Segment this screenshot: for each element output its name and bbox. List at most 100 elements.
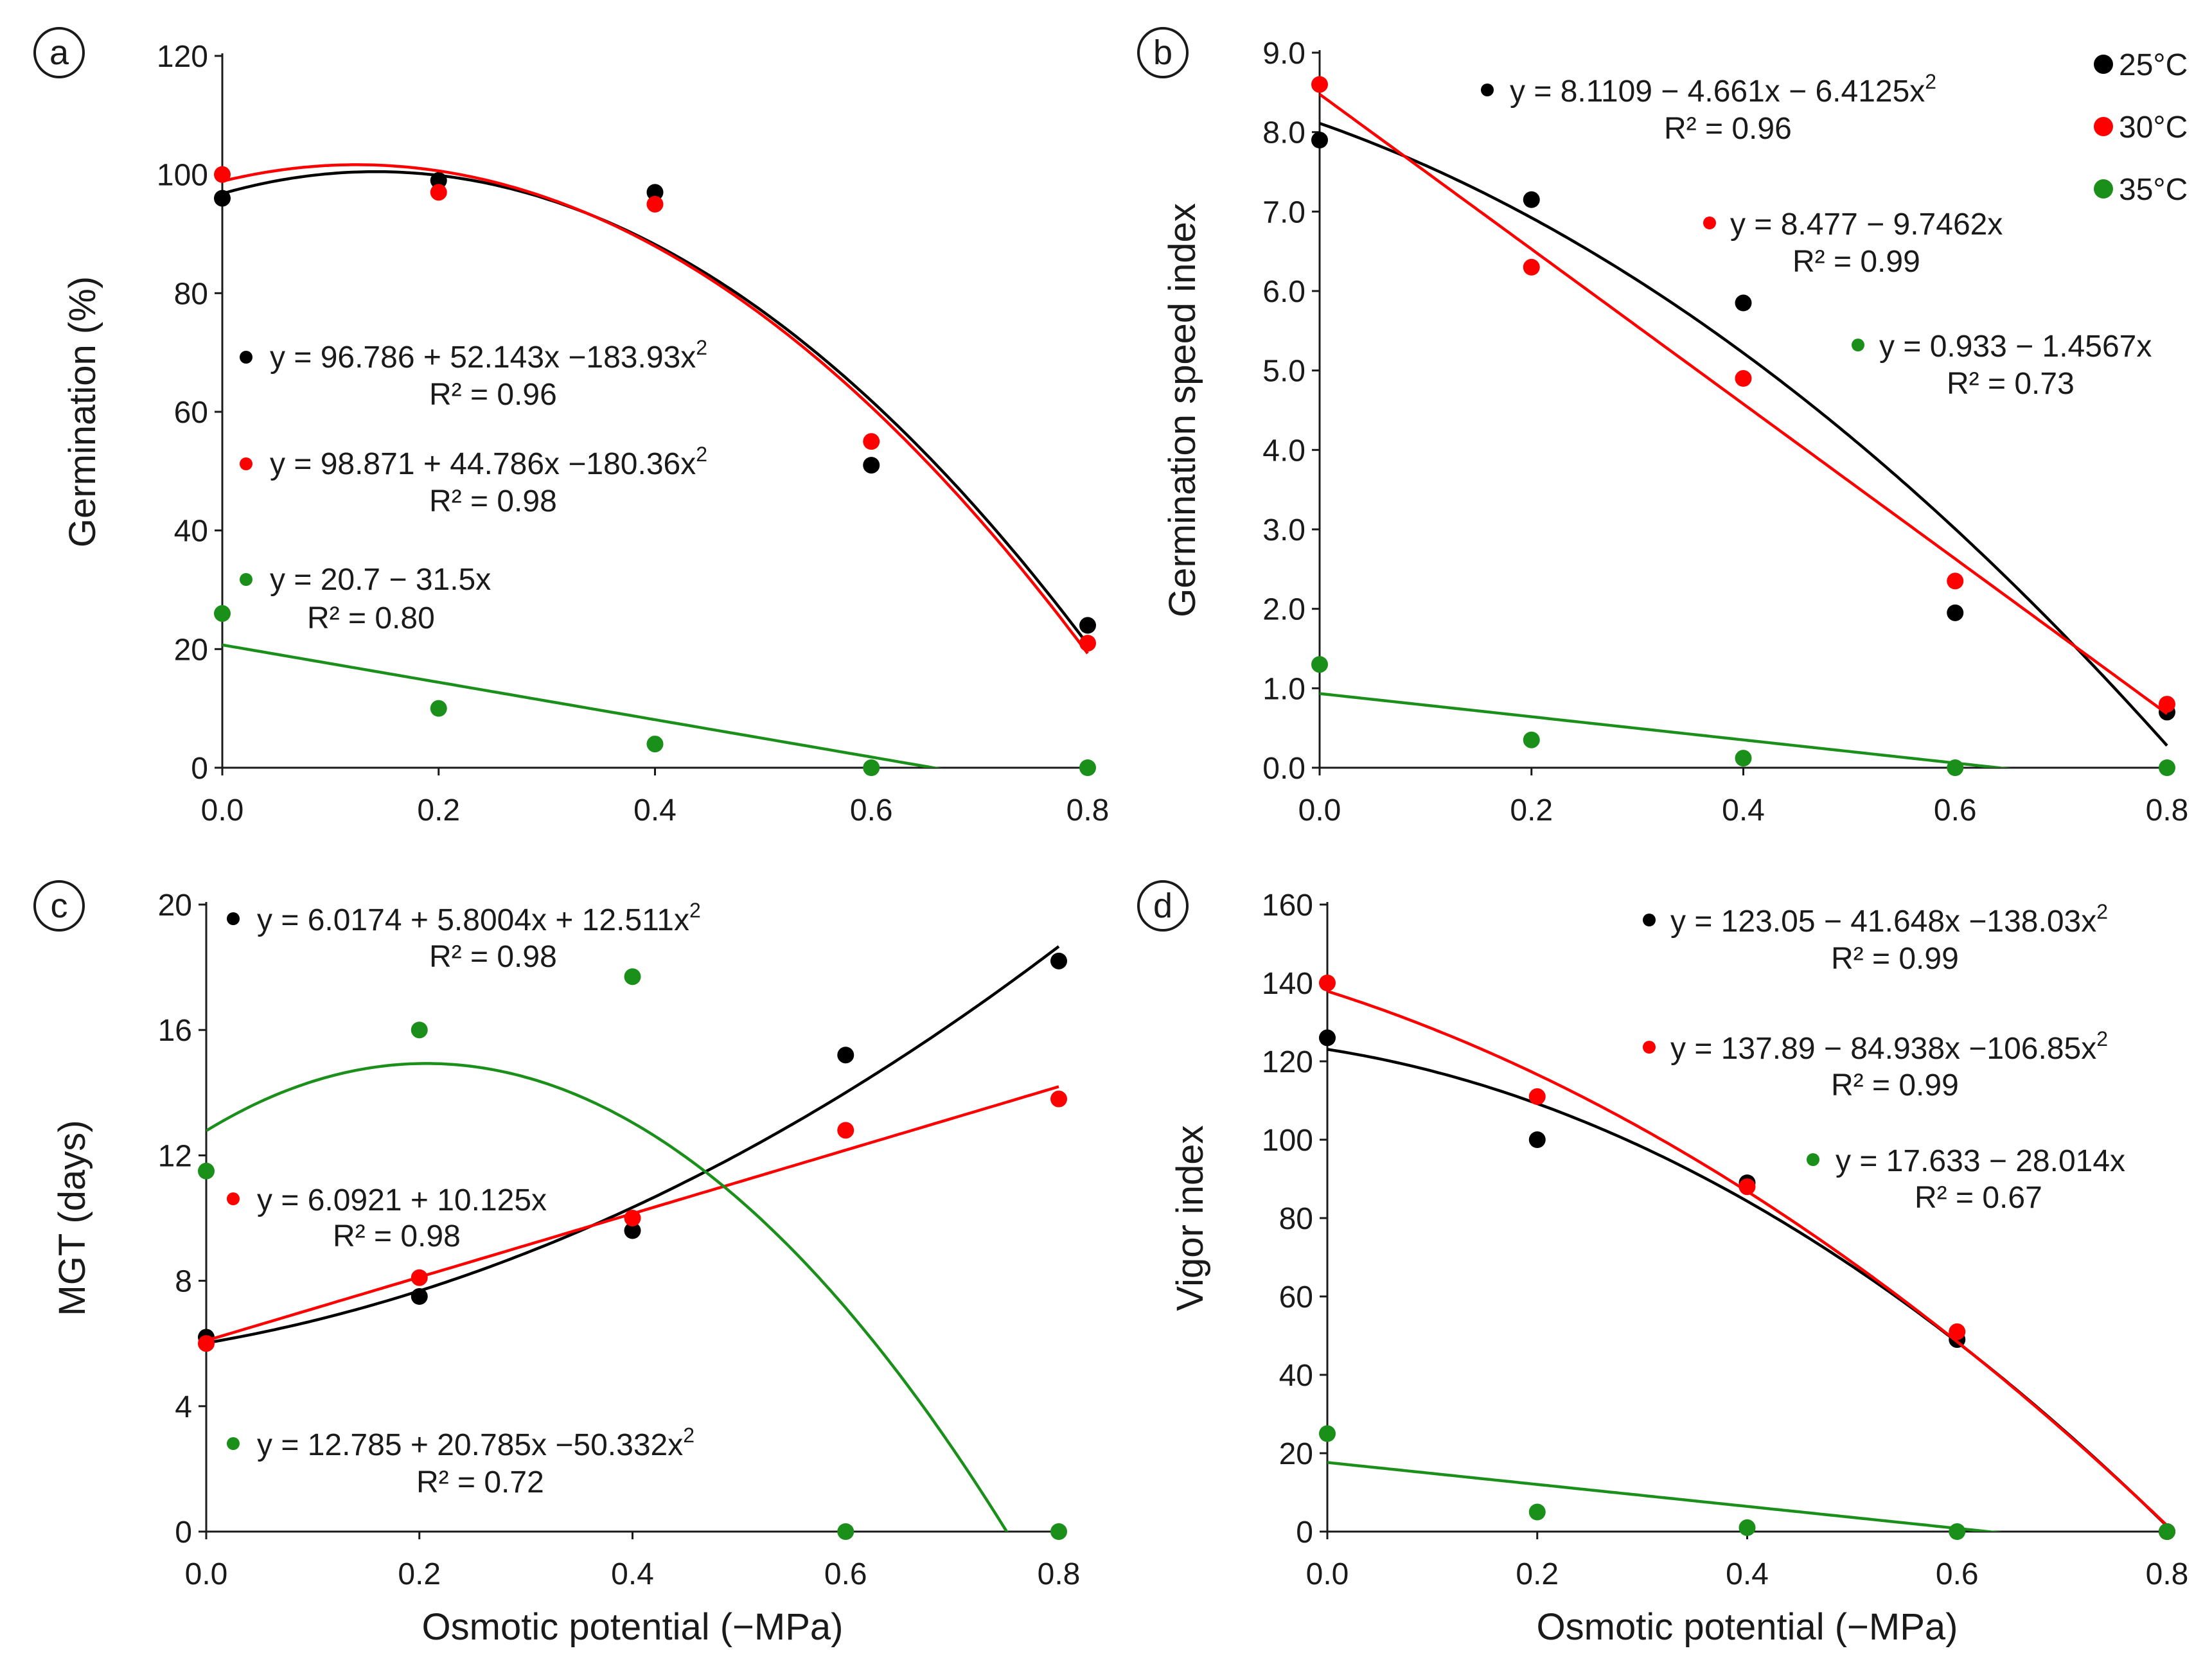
data-point	[646, 184, 664, 201]
y-tick-label: 4	[175, 1390, 192, 1424]
data-point	[837, 1122, 854, 1139]
y-tick-label: 160	[1262, 889, 1313, 923]
data-point	[198, 1162, 215, 1180]
panel-d: d 0 20 40 60 80 100 120 140 160 0.0 0.2 0.4 0.6 0.8 Vig…	[1137, 880, 2189, 1648]
fit-line-2	[206, 1062, 1009, 1532]
y-tick-label: 6.0	[1262, 275, 1305, 309]
data-point	[198, 1335, 215, 1352]
r-squared-text: R² = 0.98	[429, 940, 557, 974]
x-tick-label: 0.6	[1936, 1557, 1979, 1591]
panel-letter: b	[1153, 33, 1172, 72]
equation-marker	[1643, 914, 1656, 926]
fit-line-1	[222, 163, 1089, 655]
data-point	[1947, 604, 1964, 621]
x-tick-label: 0.8	[2146, 793, 2189, 827]
x-tick-label: 0.8	[1038, 1557, 1081, 1591]
x-tick-label: 0.4	[1722, 793, 1765, 827]
data-point	[411, 1021, 428, 1039]
legend-label: 35°C	[2119, 173, 2188, 207]
r-squared-text: R² = 0.99	[1831, 942, 1959, 976]
panel-letter-circle	[1137, 27, 1189, 78]
data-point	[1735, 294, 1752, 312]
y-tick-label: 40	[1279, 1359, 1313, 1393]
data-point	[1947, 572, 1964, 590]
data-point	[1050, 1523, 1067, 1540]
x-tick-label: 0.0	[1306, 1557, 1349, 1591]
x-tick-label: 0.8	[2146, 1557, 2189, 1591]
legend-label: 30°C	[2119, 111, 2188, 145]
equation-text: y = 17.633 − 28.014x	[1836, 1144, 2125, 1178]
data-point	[1735, 750, 1752, 767]
x-axis-title: Osmotic potential (−MPa)	[422, 1606, 844, 1648]
y-tick-label: 20	[174, 633, 208, 667]
r-squared-text: R² = 0.98	[429, 484, 557, 518]
y-tick-label: 2.0	[1262, 593, 1305, 627]
r-squared-text: R² = 0.73	[1947, 367, 2075, 401]
data-point	[1947, 759, 1964, 776]
x-tick-label: 0.0	[1298, 793, 1341, 827]
panel-letter-circle	[33, 27, 85, 78]
data-point	[646, 195, 664, 213]
y-tick-label: 0	[1296, 1516, 1313, 1550]
data-point	[214, 605, 231, 622]
data-point	[1528, 1503, 1546, 1521]
r-squared-text: R² = 0.67	[1915, 1181, 2042, 1215]
y-tick-label: 9.0	[1262, 37, 1305, 71]
data-point	[1311, 76, 1328, 93]
data-point	[1311, 656, 1328, 673]
data-point	[214, 166, 231, 183]
data-point	[430, 700, 447, 717]
data-point	[624, 968, 641, 986]
data-point	[411, 1269, 428, 1286]
data-point	[837, 1047, 854, 1064]
equation-text: y = 98.871 + 44.786x −180.36x2	[270, 443, 707, 481]
data-point	[1079, 759, 1096, 776]
y-axis-title: Germination (%)	[62, 276, 103, 547]
y-tick-label: 4.0	[1262, 434, 1305, 468]
equation-marker	[1481, 84, 1494, 96]
data-point	[1311, 132, 1328, 149]
data-point	[1079, 617, 1096, 634]
equation-text: y = 123.05 − 41.648x −138.03x2	[1670, 900, 2108, 939]
data-point	[1949, 1523, 1966, 1540]
equation-marker	[1703, 217, 1716, 229]
x-tick-label: 0.4	[1726, 1557, 1769, 1591]
y-tick-label: 60	[1279, 1280, 1313, 1314]
y-axis-title: MGT (days)	[51, 1120, 93, 1316]
y-tick-label: 0	[175, 1516, 192, 1550]
equation-text: y = 8.477 − 9.7462x	[1730, 208, 2003, 242]
y-tick-label: 120	[157, 40, 208, 74]
r-squared-text: R² = 0.80	[307, 601, 435, 635]
data-point	[1523, 191, 1540, 208]
equation-marker	[227, 1192, 240, 1205]
legend: 25°C 30°C 35°C	[2094, 48, 2188, 207]
y-tick-label: 8	[175, 1265, 192, 1299]
x-tick-label: 0.6	[824, 1557, 867, 1591]
equation-text: y = 12.785 + 20.785x −50.332x2	[257, 1424, 695, 1462]
x-tick-label: 0.2	[398, 1557, 441, 1591]
x-tick-label: 0.2	[1516, 1557, 1559, 1591]
fit-line-1	[1327, 989, 2168, 1527]
legend-marker	[2094, 179, 2113, 199]
equation-text: y = 137.89 − 84.938x −106.85x2	[1670, 1027, 2108, 1066]
data-point	[863, 759, 880, 776]
y-tick-label: 20	[158, 889, 192, 923]
data-point	[2159, 696, 2175, 713]
equation-marker	[240, 457, 252, 470]
y-tick-label: 40	[174, 515, 208, 549]
y-tick-label: 8.0	[1262, 116, 1305, 150]
legend-marker	[2094, 55, 2113, 74]
panel-letter-circle	[1137, 880, 1189, 932]
y-tick-label: 1.0	[1262, 672, 1305, 706]
data-point	[1528, 1088, 1546, 1105]
data-point	[624, 1222, 641, 1239]
x-tick-label: 0.2	[1510, 793, 1553, 827]
y-tick-label: 3.0	[1262, 513, 1305, 547]
y-tick-label: 0.0	[1262, 752, 1305, 786]
equation-marker	[227, 912, 240, 925]
panel-b: b 0.0 1.0 2.0 3.0 4.0 5.0 6.0 7.0 8.0 9.0 0.0 0.2 0.4…	[1137, 27, 2189, 827]
data-point	[863, 433, 880, 450]
equation-marker	[1807, 1153, 1819, 1166]
data-point	[1079, 635, 1096, 652]
data-point	[1739, 1519, 1756, 1536]
